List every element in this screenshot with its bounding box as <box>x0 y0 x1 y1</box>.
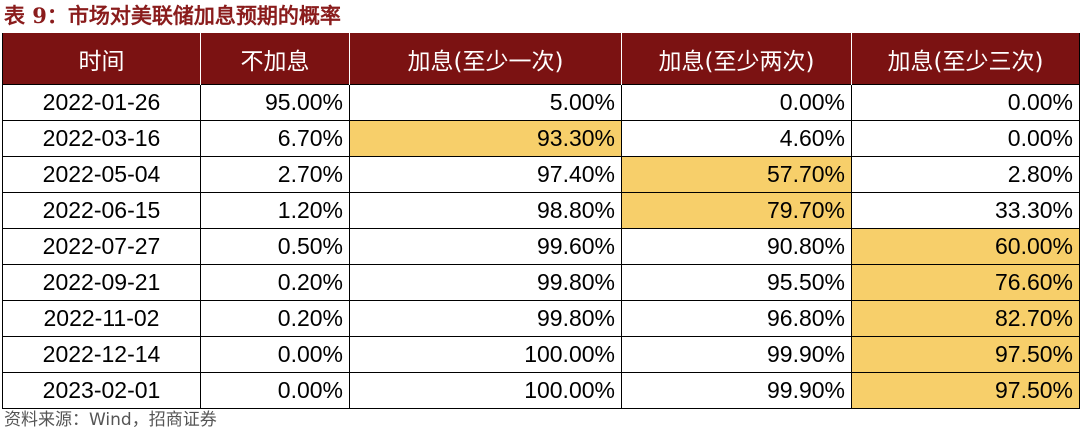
cell-no-hike: 2.70% <box>200 156 350 193</box>
cell-date: 2022-03-16 <box>2 120 201 157</box>
cell-hike-at-least-once: 93.30% <box>349 120 622 157</box>
cell-hike-at-least-three: 97.50% <box>851 336 1080 373</box>
column-header-hike-at-least-three: 加息(至少三次) <box>851 33 1080 85</box>
column-header-hike-at-least-twice: 加息(至少两次) <box>621 33 852 85</box>
cell-date: 2022-11-02 <box>2 300 201 337</box>
cell-hike-at-least-three: 60.00% <box>851 228 1080 265</box>
cell-no-hike: 6.70% <box>200 120 350 157</box>
cell-hike-at-least-once: 99.80% <box>349 300 622 337</box>
cell-hike-at-least-once: 99.60% <box>349 228 622 265</box>
table-row: 2022-03-16 6.70% 93.30% 4.60% 0.00% <box>2 120 1080 157</box>
cell-hike-at-least-once: 97.40% <box>349 156 622 193</box>
table-row: 2023-02-01 0.00% 100.00% 99.90% 97.50% <box>2 372 1080 409</box>
cell-hike-at-least-three: 0.00% <box>851 84 1080 121</box>
cell-no-hike: 0.00% <box>200 372 350 409</box>
cell-hike-at-least-twice: 57.70% <box>621 156 852 193</box>
cell-no-hike: 0.20% <box>200 264 350 301</box>
cell-date: 2022-12-14 <box>2 336 201 373</box>
cell-date: 2022-01-26 <box>2 84 201 121</box>
column-header-date: 时间 <box>2 33 201 85</box>
cell-no-hike: 95.00% <box>200 84 350 121</box>
cell-hike-at-least-once: 98.80% <box>349 192 622 229</box>
table-row: 2022-09-21 0.20% 99.80% 95.50% 76.60% <box>2 264 1080 301</box>
cell-date: 2023-02-01 <box>2 372 201 409</box>
table-row: 2022-12-14 0.00% 100.00% 99.90% 97.50% <box>2 336 1080 373</box>
table-row: 2022-01-26 95.00% 5.00% 0.00% 0.00% <box>2 84 1080 121</box>
cell-no-hike: 1.20% <box>200 192 350 229</box>
cell-hike-at-least-twice: 4.60% <box>621 120 852 157</box>
cell-date: 2022-07-27 <box>2 228 201 265</box>
table-row: 2022-11-02 0.20% 99.80% 96.80% 82.70% <box>2 300 1080 337</box>
cell-hike-at-least-twice: 79.70% <box>621 192 852 229</box>
cell-hike-at-least-once: 100.00% <box>349 372 622 409</box>
cell-hike-at-least-three: 82.70% <box>851 300 1080 337</box>
cell-no-hike: 0.20% <box>200 300 350 337</box>
cell-hike-at-least-three: 97.50% <box>851 372 1080 409</box>
cell-hike-at-least-three: 0.00% <box>851 120 1080 157</box>
rate-hike-probability-table: 时间 不加息 加息(至少一次) 加息(至少两次) 加息(至少三次) 2022-0… <box>2 33 1080 409</box>
cell-hike-at-least-three: 76.60% <box>851 264 1080 301</box>
cell-hike-at-least-three: 2.80% <box>851 156 1080 193</box>
table-row: 2022-07-27 0.50% 99.60% 90.80% 60.00% <box>2 228 1080 265</box>
table-header: 时间 不加息 加息(至少一次) 加息(至少两次) 加息(至少三次) <box>2 33 1080 85</box>
cell-hike-at-least-once: 100.00% <box>349 336 622 373</box>
source-note: 资料来源：Wind，招商证券 <box>4 410 217 430</box>
cell-hike-at-least-twice: 0.00% <box>621 84 852 121</box>
cell-no-hike: 0.50% <box>200 228 350 265</box>
table-body: 2022-01-26 95.00% 5.00% 0.00% 0.00% 2022-03-1… <box>2 84 1080 409</box>
column-header-no-hike: 不加息 <box>200 33 350 85</box>
cell-date: 2022-09-21 <box>2 264 201 301</box>
cell-hike-at-least-twice: 90.80% <box>621 228 852 265</box>
table-row: 2022-06-15 1.20% 98.80% 79.70% 33.30% <box>2 192 1080 229</box>
cell-hike-at-least-twice: 96.80% <box>621 300 852 337</box>
cell-hike-at-least-twice: 99.90% <box>621 372 852 409</box>
cell-no-hike: 0.00% <box>200 336 350 373</box>
cell-date: 2022-06-15 <box>2 192 201 229</box>
column-header-hike-at-least-once: 加息(至少一次) <box>349 33 622 85</box>
header-row: 时间 不加息 加息(至少一次) 加息(至少两次) 加息(至少三次) <box>2 33 1080 85</box>
cell-hike-at-least-twice: 99.90% <box>621 336 852 373</box>
cell-hike-at-least-once: 5.00% <box>349 84 622 121</box>
cell-date: 2022-05-04 <box>2 156 201 193</box>
cell-hike-at-least-once: 99.80% <box>349 264 622 301</box>
cell-hike-at-least-twice: 95.50% <box>621 264 852 301</box>
table-row: 2022-05-04 2.70% 97.40% 57.70% 2.80% <box>2 156 1080 193</box>
cell-hike-at-least-three: 33.30% <box>851 192 1080 229</box>
table-caption: 表 9：市场对美联储加息预期的概率 <box>4 3 341 28</box>
